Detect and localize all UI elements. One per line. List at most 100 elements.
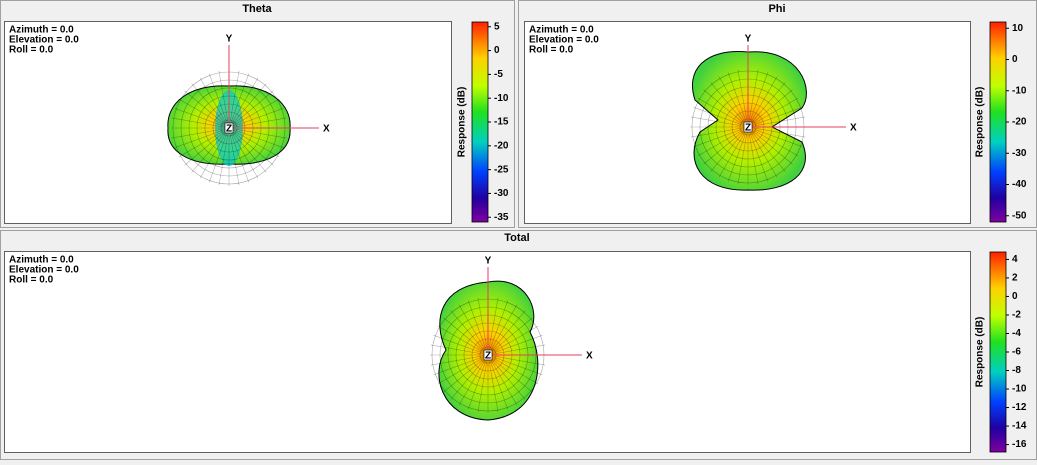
mesh-spoke — [747, 126, 769, 182]
mesh-spoke — [487, 300, 509, 356]
colorbar-tick-label: -15 — [494, 117, 509, 128]
mesh-spoke — [174, 127, 230, 149]
mesh-spoke — [487, 354, 509, 410]
view-info: Elevation = 0.0 — [529, 35, 599, 46]
colorbar-tick-label: -2 — [1012, 310, 1021, 321]
colorbar-tick-label: -10 — [1012, 85, 1027, 96]
mesh-spoke — [450, 310, 489, 356]
colorbar-tick-label: -30 — [494, 188, 509, 199]
mesh-spoke — [191, 83, 230, 129]
mesh-spoke — [747, 106, 803, 128]
mesh-spoke — [228, 117, 287, 129]
mesh-spoke — [747, 126, 786, 172]
mesh-spoke — [458, 354, 489, 406]
mesh-spoke — [178, 127, 230, 158]
mesh-spoke — [747, 97, 799, 128]
colorbar — [989, 251, 1007, 453]
colorbar-tick-label: -20 — [494, 140, 509, 151]
mesh-spoke — [747, 126, 793, 165]
colorbar-tick-label: -16 — [1012, 439, 1027, 450]
mesh-spoke — [747, 126, 778, 178]
colorbar-tick-label: 2 — [1012, 273, 1018, 284]
colorbar-tick-label: -50 — [1012, 210, 1027, 221]
mesh-spoke — [191, 127, 230, 173]
mesh-spoke — [690, 116, 749, 128]
mesh-spoke — [710, 82, 749, 128]
mesh-spoke — [228, 127, 240, 186]
mesh-spoke — [171, 127, 230, 139]
colorbar-tick-label: 10 — [1012, 23, 1024, 34]
mesh-spoke — [228, 98, 280, 129]
mesh-spoke — [487, 344, 546, 356]
colorbar — [471, 21, 489, 223]
view-info: Roll = 0.0 — [9, 275, 54, 286]
radiation-pattern — [691, 51, 807, 191]
x-axis-label: X — [323, 124, 330, 135]
mesh-spoke — [228, 127, 250, 183]
mesh-spoke — [171, 117, 230, 129]
mesh-spoke — [199, 77, 230, 129]
mesh-spoke — [184, 127, 230, 166]
z-axis-box — [743, 121, 753, 133]
mesh-spoke — [433, 354, 489, 376]
mesh-spoke — [487, 354, 533, 393]
colorbar-tick-label: 0 — [494, 45, 500, 56]
panel-title: Theta — [242, 3, 272, 15]
mesh-spoke — [487, 304, 518, 356]
z-axis-label: Z — [226, 124, 232, 135]
mesh-spoke — [747, 126, 803, 148]
mesh-spoke — [718, 76, 749, 128]
mesh-spoke — [727, 126, 749, 182]
mesh-spoke — [747, 82, 786, 128]
view-info: Roll = 0.0 — [9, 45, 54, 56]
mesh-spoke — [433, 334, 489, 356]
mesh-spoke — [703, 89, 749, 128]
mesh-spoke — [747, 72, 769, 128]
mesh-spoke — [228, 127, 267, 173]
mesh-spoke — [228, 127, 280, 158]
mesh-spoke — [199, 127, 230, 179]
mesh-spoke — [487, 354, 499, 413]
colorbar-tick-label: 0 — [1012, 54, 1018, 65]
y-axis-label: Y — [745, 34, 752, 45]
colorbar-tick-label: -30 — [1012, 148, 1027, 159]
mesh-spoke — [437, 354, 489, 385]
panel-title: Total — [504, 232, 529, 244]
view-info: Azimuth = 0.0 — [9, 255, 74, 266]
mesh-spoke — [737, 126, 749, 185]
mesh-spoke — [747, 69, 759, 128]
mesh-spoke — [430, 344, 489, 356]
mesh-spoke — [208, 127, 230, 183]
mesh-spoke — [430, 354, 489, 366]
colorbar-tick-label: 5 — [494, 21, 500, 32]
colorbar — [989, 21, 1007, 223]
mesh-spoke — [218, 127, 230, 186]
mesh-spoke — [747, 126, 799, 157]
mesh-spoke — [228, 90, 274, 129]
x-axis-label: X — [586, 351, 593, 362]
mesh-spoke — [228, 70, 240, 129]
y-axis-label: Y — [226, 34, 233, 45]
mesh-spoke — [228, 127, 274, 166]
colorbar-tick-label: -8 — [1012, 365, 1021, 376]
view-info: Elevation = 0.0 — [9, 35, 79, 46]
mesh-spoke — [443, 317, 489, 356]
z-axis-label: Z — [745, 123, 751, 134]
colorbar-tick-label: 0 — [1012, 291, 1018, 302]
colorbar-tick-label: -4 — [1012, 328, 1021, 339]
x-axis-label: X — [850, 123, 857, 134]
mesh-spoke — [450, 354, 489, 400]
colorbar-label: Response (dB) — [975, 87, 986, 158]
mesh-spoke — [174, 107, 230, 129]
view-info: Azimuth = 0.0 — [529, 25, 594, 36]
colorbar-tick-label: 4 — [1012, 254, 1018, 265]
mesh-spoke — [228, 83, 267, 129]
mesh-spoke — [487, 354, 539, 385]
colorbar-tick-label: -6 — [1012, 347, 1021, 358]
mesh-spoke — [697, 97, 749, 128]
mesh-spoke — [747, 126, 806, 138]
colorbar-tick-label: -14 — [1012, 421, 1027, 432]
